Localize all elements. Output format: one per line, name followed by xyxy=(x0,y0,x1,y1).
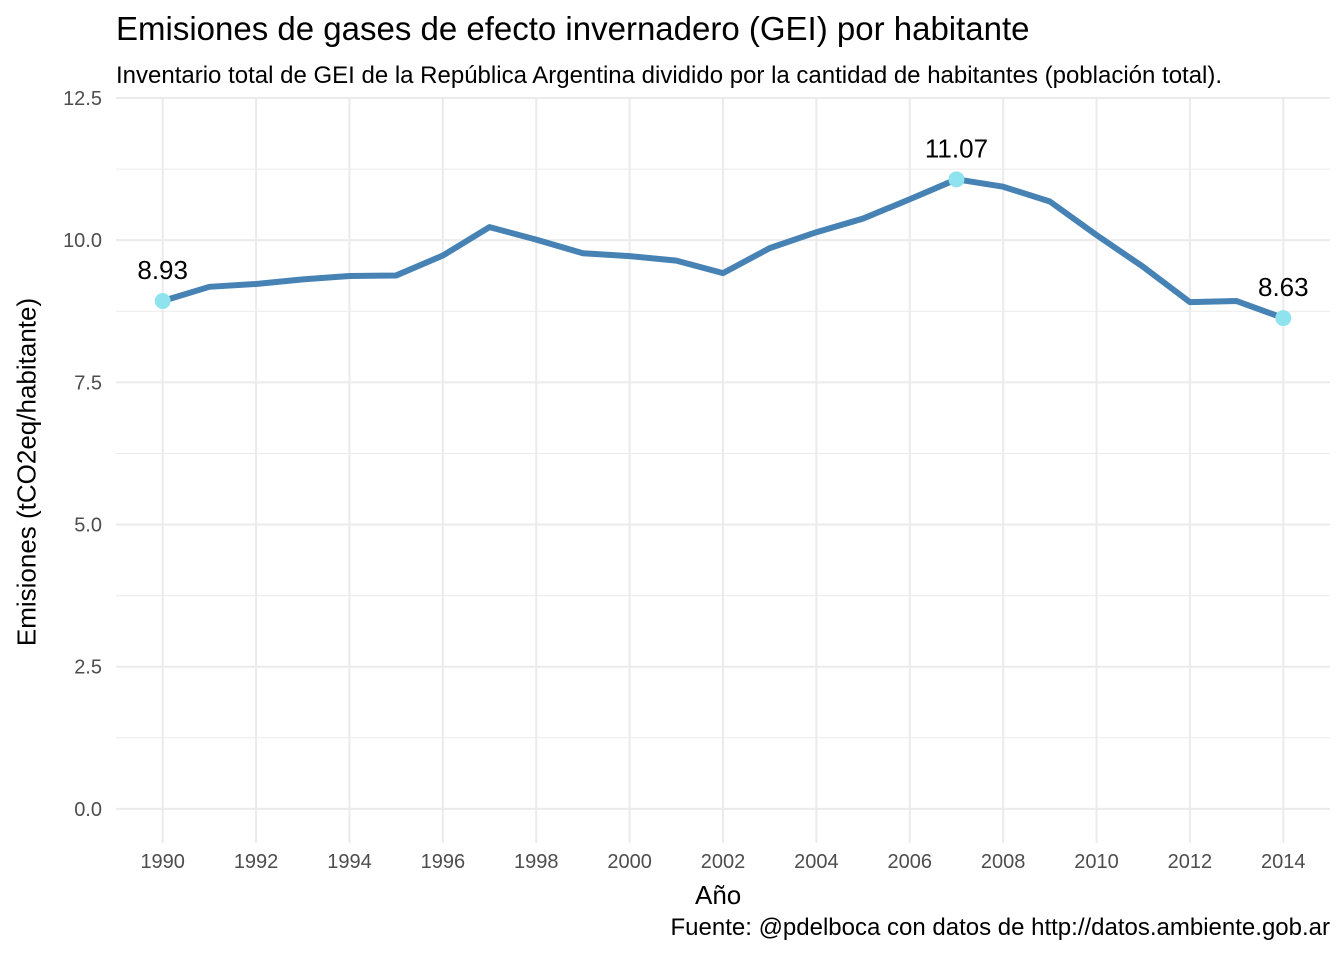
x-tick-label: 2012 xyxy=(1168,851,1213,873)
x-tick-label: 2014 xyxy=(1261,851,1306,873)
y-axis-label: Emisiones (tCO2eq/habitante) xyxy=(11,297,42,647)
major-grid xyxy=(116,97,1330,843)
x-tick-label: 1990 xyxy=(140,851,185,873)
x-tick-label: 2010 xyxy=(1074,851,1119,873)
highlight-points: 8.93 11.07 8.63 xyxy=(137,133,1309,327)
data-label: 8.63 xyxy=(1258,272,1309,302)
x-tick-label: 1998 xyxy=(514,851,559,873)
chart-title: Emisiones de gases de efecto invernadero… xyxy=(116,10,1030,47)
y-tick-label: 0.0 xyxy=(74,799,102,821)
y-tick-label: 7.5 xyxy=(74,372,102,394)
x-tick-label: 2004 xyxy=(794,851,839,873)
data-label: 8.93 xyxy=(137,255,188,285)
data-label: 11.07 xyxy=(925,133,988,163)
x-tick-label: 2006 xyxy=(888,851,933,873)
y-tick-label: 12.5 xyxy=(63,88,102,110)
y-tick-label: 10.0 xyxy=(63,230,102,252)
highlight-point xyxy=(1275,310,1292,327)
chart-caption: Fuente: @pdelboca con datos de http://da… xyxy=(670,914,1330,941)
x-tick-label: 1992 xyxy=(234,851,279,873)
y-tick-label: 5.0 xyxy=(74,515,102,537)
x-tick-label: 1996 xyxy=(421,851,466,873)
y-tick-label: 2.5 xyxy=(74,657,102,679)
x-tick-label: 2002 xyxy=(701,851,746,873)
axis-ticks: 0.0 2.5 5.0 7.5 10.0 12.5 1990 1992 1994 1996 1998… xyxy=(63,88,1305,873)
x-tick-label: 1994 xyxy=(327,851,372,873)
series-line xyxy=(161,176,1285,321)
highlight-point xyxy=(154,293,171,310)
highlight-point xyxy=(948,171,965,188)
x-axis-label: Año xyxy=(695,880,742,910)
x-tick-label: 2008 xyxy=(981,851,1026,873)
series-layer xyxy=(161,176,1285,321)
chart-subtitle: Inventario total de GEI de la República … xyxy=(116,62,1223,89)
x-tick-label: 2000 xyxy=(607,851,652,873)
